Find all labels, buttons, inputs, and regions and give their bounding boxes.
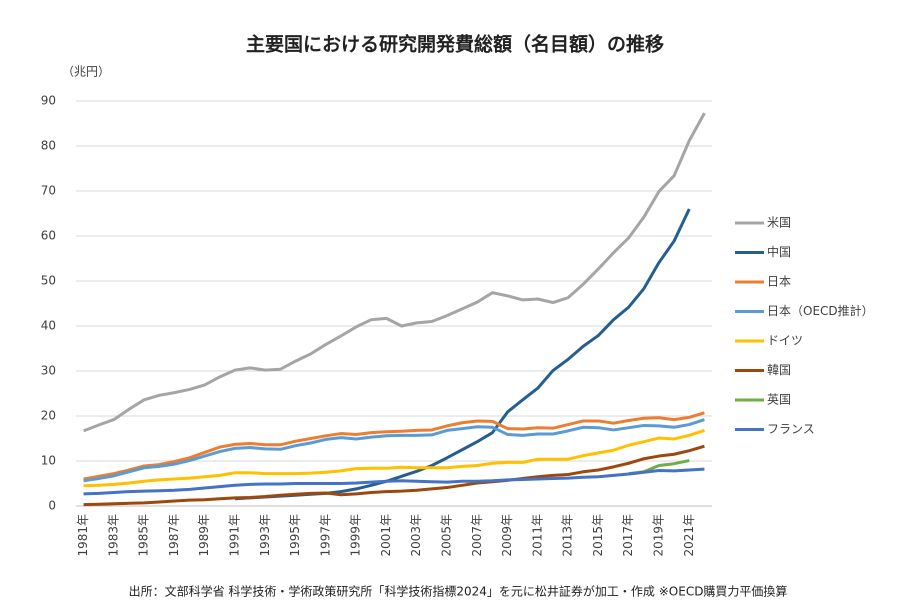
y-tick-label: 0 [48,499,56,513]
y-tick-label: 50 [41,274,56,288]
x-tick-label: 1993年 [258,514,272,557]
x-tick-label: 2001年 [379,514,393,557]
x-tick-label: 1985年 [137,514,151,557]
y-tick-label: 60 [41,229,56,243]
legend-label: フランス [767,422,815,436]
series-line [83,428,705,488]
chart-title: 主要国における研究開発費総額（名目額）の推移 [246,33,664,56]
x-tick-label: 1981年 [76,514,90,557]
y-tick-label: 90 [41,94,56,108]
y-tick-label: 40 [41,319,56,333]
x-tick-label: 2005年 [440,514,454,557]
x-tick-label: 2019年 [652,514,666,557]
legend-label: 日本（OECD推計） [767,303,874,318]
x-tick-label: 1995年 [288,514,302,557]
legend-label: 英国 [767,393,791,407]
series-line [83,467,705,496]
x-tick-label: 2011年 [530,514,544,557]
series-line [83,112,706,433]
x-tick-label: 2021年 [682,514,696,557]
x-tick-label: 1991年 [228,514,242,557]
x-tick-label: 1999年 [349,514,363,557]
legend-label: 日本 [767,275,791,289]
x-tick-label: 1987年 [167,514,181,557]
legend-label: 韓国 [767,363,791,377]
y-tick-label: 20 [41,409,56,423]
x-tick-label: 2009年 [500,514,514,557]
y-tick-label: 30 [41,364,56,378]
x-tick-label: 2007年 [470,514,484,557]
x-tick-label: 2017年 [621,514,635,557]
y-axis-label: （兆円） [62,65,110,79]
x-tick-label: 2015年 [591,514,605,557]
x-tick-label: 1983年 [106,514,120,557]
x-tick-label: 2013年 [561,514,575,557]
legend-label: ドイツ [767,334,803,348]
y-tick-label: 80 [41,139,56,153]
x-tick-label: 2003年 [409,514,423,557]
x-tick-label: 1997年 [318,514,332,557]
x-tick-label: 1989年 [197,514,211,557]
y-tick-label: 70 [41,184,56,198]
legend-label: 中国 [767,244,791,259]
footnote: 出所：文部科学省 科学技術・学術政策研究所「科学技術指標2024」を元に松井証券… [129,584,788,599]
legend-label: 米国 [767,216,791,230]
series-line [234,208,691,501]
y-tick-label: 10 [41,454,56,468]
series-line [83,411,705,481]
series-line [83,418,705,483]
series-line [83,444,705,507]
